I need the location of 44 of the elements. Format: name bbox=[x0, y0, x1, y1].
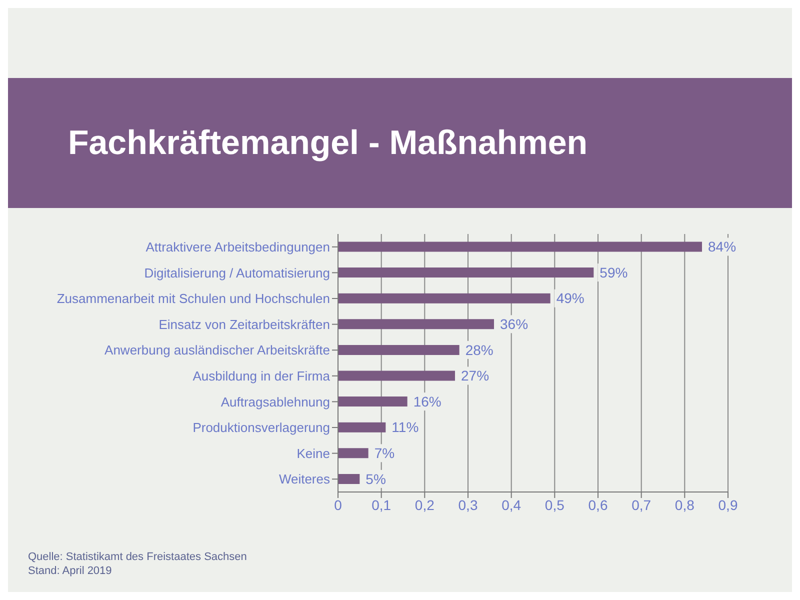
x-tick-label: 0 bbox=[334, 496, 342, 513]
y-tick-label: Produktionsverlagerung bbox=[192, 420, 330, 436]
y-tick-label: Zusammenarbeit mit Schulen und Hochschulen bbox=[56, 291, 330, 306]
bar bbox=[338, 319, 494, 330]
x-tick-label: 0,5 bbox=[544, 496, 565, 513]
data-label: 49% bbox=[556, 290, 584, 306]
x-tick-label: 0,2 bbox=[414, 496, 435, 513]
bar bbox=[338, 293, 550, 304]
x-tick-label: 0,3 bbox=[458, 496, 478, 513]
data-label: 27% bbox=[461, 368, 490, 384]
data-label: 5% bbox=[366, 470, 386, 487]
bar bbox=[338, 242, 702, 252]
data-label: 84% bbox=[708, 238, 736, 255]
bar bbox=[338, 396, 408, 407]
y-tick-label: Keine bbox=[296, 446, 330, 461]
x-tick-label: 0,9 bbox=[718, 496, 738, 513]
bar bbox=[338, 422, 386, 432]
bar bbox=[338, 268, 594, 278]
y-tick-label: Attraktivere Arbeitsbedingungen bbox=[146, 240, 330, 255]
chart-title: Fachkräftemangel - Maßnahmen bbox=[68, 124, 588, 162]
y-tick-label: Weiteres bbox=[278, 472, 330, 487]
bar bbox=[338, 448, 368, 458]
y-tick-label: Auftragsablehnung bbox=[220, 394, 330, 410]
y-tick-label: Anwerbung ausländischer Arbeitskräfte bbox=[104, 342, 330, 358]
data-label: 7% bbox=[374, 445, 395, 462]
data-label: 28% bbox=[465, 342, 494, 358]
y-tick-label: Einsatz von Zeitarbeitskräften bbox=[158, 316, 330, 332]
x-tick-label: 0,8 bbox=[674, 496, 695, 513]
data-label: 11% bbox=[392, 419, 419, 436]
bar bbox=[338, 474, 360, 484]
x-tick-label: 0,6 bbox=[588, 496, 608, 513]
data-label: 16% bbox=[413, 393, 442, 410]
x-tick-label: 0,4 bbox=[502, 496, 522, 513]
data-label: 36% bbox=[500, 316, 528, 332]
y-tick-label: Ausbildung in der Firma bbox=[192, 368, 331, 384]
text: Stand: April 2019 bbox=[28, 564, 113, 578]
bar bbox=[338, 344, 460, 355]
source-note: Quelle: Statistikamt des Freistaates Sachsen bbox=[28, 550, 247, 564]
bar bbox=[338, 370, 455, 381]
x-tick-label: 0,7 bbox=[632, 496, 652, 513]
y-tick-label: Digitalisierung / Automatisierung bbox=[144, 265, 330, 280]
data-label: 59% bbox=[600, 264, 628, 280]
title-banner: Fachkräftemangel - Maßnahmen bbox=[8, 78, 792, 208]
x-tick-label: 0,1 bbox=[372, 496, 392, 513]
